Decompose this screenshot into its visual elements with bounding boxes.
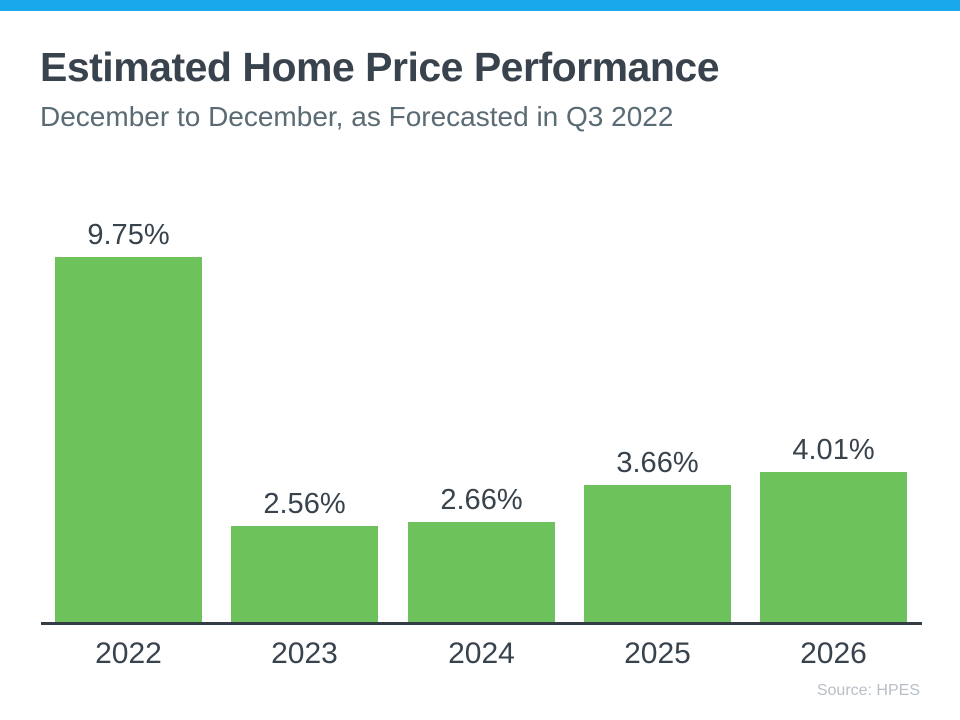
bar-2022 bbox=[55, 257, 202, 622]
x-axis-tick-label-2023: 2023 bbox=[271, 637, 338, 670]
x-axis-line bbox=[41, 622, 922, 625]
x-axis-tick-label-2024: 2024 bbox=[448, 637, 515, 670]
x-axis-tick-label-2022: 2022 bbox=[95, 637, 162, 670]
x-axis-tick-label-2025: 2025 bbox=[624, 637, 691, 670]
bar-2025 bbox=[584, 485, 731, 622]
bar-value-label-2026: 4.01% bbox=[792, 434, 875, 466]
top-accent-bar bbox=[0, 0, 960, 11]
bar-value-label-2023: 2.56% bbox=[263, 488, 346, 520]
bar-2026 bbox=[760, 472, 907, 622]
bar-2024 bbox=[408, 522, 555, 622]
chart-subtitle: December to December, as Forecasted in Q… bbox=[40, 101, 674, 132]
bar-value-label-2025: 3.66% bbox=[616, 447, 699, 479]
x-axis-tick-label-2026: 2026 bbox=[800, 637, 867, 670]
bar-value-label-2024: 2.66% bbox=[440, 484, 523, 516]
bar-2023 bbox=[231, 526, 378, 622]
source-credit: Source: HPES bbox=[816, 682, 920, 699]
bar-value-label-2022: 9.75% bbox=[87, 219, 170, 251]
chart-title: Estimated Home Price Performance bbox=[40, 44, 720, 90]
